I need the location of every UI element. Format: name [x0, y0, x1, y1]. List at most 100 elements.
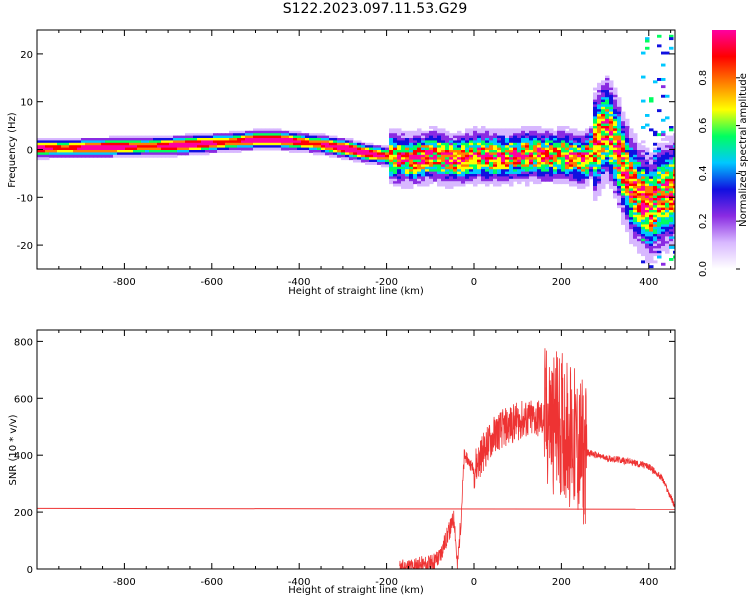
spectrogram-cell: [605, 123, 610, 127]
spectrogram-cell: [605, 145, 610, 149]
spectrogram-cell: [665, 229, 670, 233]
spectrogram-cell: [553, 181, 558, 185]
spectrogram-cell: [601, 181, 606, 185]
spectrogram-cell: [557, 140, 562, 144]
spectrogram-cell: [633, 176, 638, 180]
spectrogram-cell: [489, 140, 494, 144]
spectrogram-cell: [477, 130, 482, 134]
spectrogram-cell: [625, 142, 630, 146]
spectrogram-cell: [409, 138, 414, 141]
spectrogram-cell: [513, 174, 518, 177]
spectrogram-cell: [361, 157, 366, 161]
spectrogram-cell: [253, 133, 258, 137]
spectrogram-cell: [273, 140, 278, 144]
spectrogram-cell: [669, 241, 674, 245]
snr-x-tick-label: -400: [288, 577, 311, 588]
spectrogram-cell: [641, 207, 646, 211]
spectrogram-cell: [257, 140, 262, 144]
spectrogram-cell: [641, 222, 646, 225]
spectrogram-cell: [513, 150, 518, 153]
spectrogram-cell: [637, 154, 642, 158]
spectrogram-cell: [637, 222, 642, 225]
spectrogram-cell: [657, 238, 662, 242]
spectrogram-cell: [417, 159, 422, 163]
spectrogram-cell: [653, 186, 658, 189]
spectrogram-cell: [673, 202, 675, 206]
spectrogram-cell: [233, 147, 238, 151]
spectrogram-cell: [641, 229, 646, 233]
spectrogram-cell: [641, 181, 646, 185]
spectrogram-cell: [665, 238, 670, 242]
spectrogram-cell: [497, 152, 502, 156]
spectrogram-cell: [417, 142, 422, 146]
spectrogram-cell: [601, 171, 606, 175]
spectrogram-cell: [545, 174, 550, 177]
spectrogram-cell: [649, 253, 654, 257]
spectrogram-cell: [257, 145, 262, 149]
spectrogram-cell: [473, 166, 478, 170]
spectrogram-cell: [633, 178, 638, 182]
spectrogram-cell: [629, 140, 634, 144]
spectrogram-cell: [641, 145, 646, 149]
spectrogram-cell: [641, 246, 646, 249]
spectrogram-cell: [605, 126, 610, 129]
spectrogram-cell: [673, 214, 675, 218]
spectrogram-cell: [673, 152, 675, 156]
spectrogram-cell: [561, 162, 566, 165]
spectrogram-cell: [93, 142, 98, 146]
spectrogram-cell: [581, 140, 586, 144]
spectrogram-cell: [581, 138, 586, 141]
spectrogram-cell: [565, 181, 570, 185]
spectrogram-cell: [505, 133, 510, 137]
spectrogram-cell: [609, 164, 614, 168]
spectrogram-cell: [241, 145, 246, 149]
spectrogram-cell: [549, 130, 554, 134]
spectrogram-cell: [277, 135, 282, 139]
spectrogram-cell: [513, 142, 518, 146]
spectrogram-cell: [469, 135, 474, 139]
spectrogram-cell: [577, 162, 582, 165]
spectrogram-cell: [665, 231, 670, 235]
spectrogram-cell: [549, 135, 554, 139]
spectrogram-cell: [433, 152, 438, 156]
spectrogram-cell: [629, 152, 634, 156]
spectrogram-cell: [465, 176, 470, 180]
spectrogram-cell: [669, 46, 674, 50]
spectrogram-cell: [457, 154, 462, 158]
spectrogram-cell: [649, 224, 654, 228]
spectrogram-cell: [609, 133, 614, 137]
spectrogram-cell: [501, 174, 506, 177]
spectrogram-cell: [429, 154, 434, 158]
spectrogram-cell: [473, 181, 478, 185]
spectrogram-cell: [597, 114, 602, 117]
spectrogram-cell: [653, 183, 658, 187]
spectrogram-cell: [625, 217, 630, 221]
spectrogram-cell: [329, 152, 334, 156]
spectrogram-cell: [541, 171, 546, 175]
spectrogram-cell: [593, 195, 598, 199]
spectrogram-cell: [569, 181, 574, 185]
spectrogram-cell: [133, 147, 138, 151]
spectrogram-cell: [629, 183, 634, 187]
spectrogram-cell: [389, 145, 394, 149]
spectrogram-cell: [589, 138, 594, 141]
spectrogram-cell: [433, 159, 438, 163]
spectrogram-cell: [621, 164, 626, 168]
spectrogram-cell: [673, 174, 675, 177]
spectrogram-cell: [545, 150, 550, 153]
spectrogram-cell: [545, 130, 550, 134]
spectrogram-cell: [645, 258, 650, 261]
spectrogram-cell: [601, 145, 606, 149]
spectrogram-cell: [661, 205, 666, 209]
spectrogram-cell: [629, 162, 634, 165]
spectrogram-y-tick-label: 10: [20, 98, 33, 109]
spectrogram-cell: [533, 150, 538, 153]
spectrogram-cell: [625, 166, 630, 170]
spectrogram-cell: [225, 138, 230, 141]
spectrogram-cell: [617, 193, 622, 197]
spectrogram-cell: [529, 169, 534, 173]
spectrogram-cell: [617, 138, 622, 141]
spectrogram-cell: [397, 183, 402, 187]
spectrogram-cell: [289, 145, 294, 149]
spectrogram-cell: [449, 166, 454, 170]
